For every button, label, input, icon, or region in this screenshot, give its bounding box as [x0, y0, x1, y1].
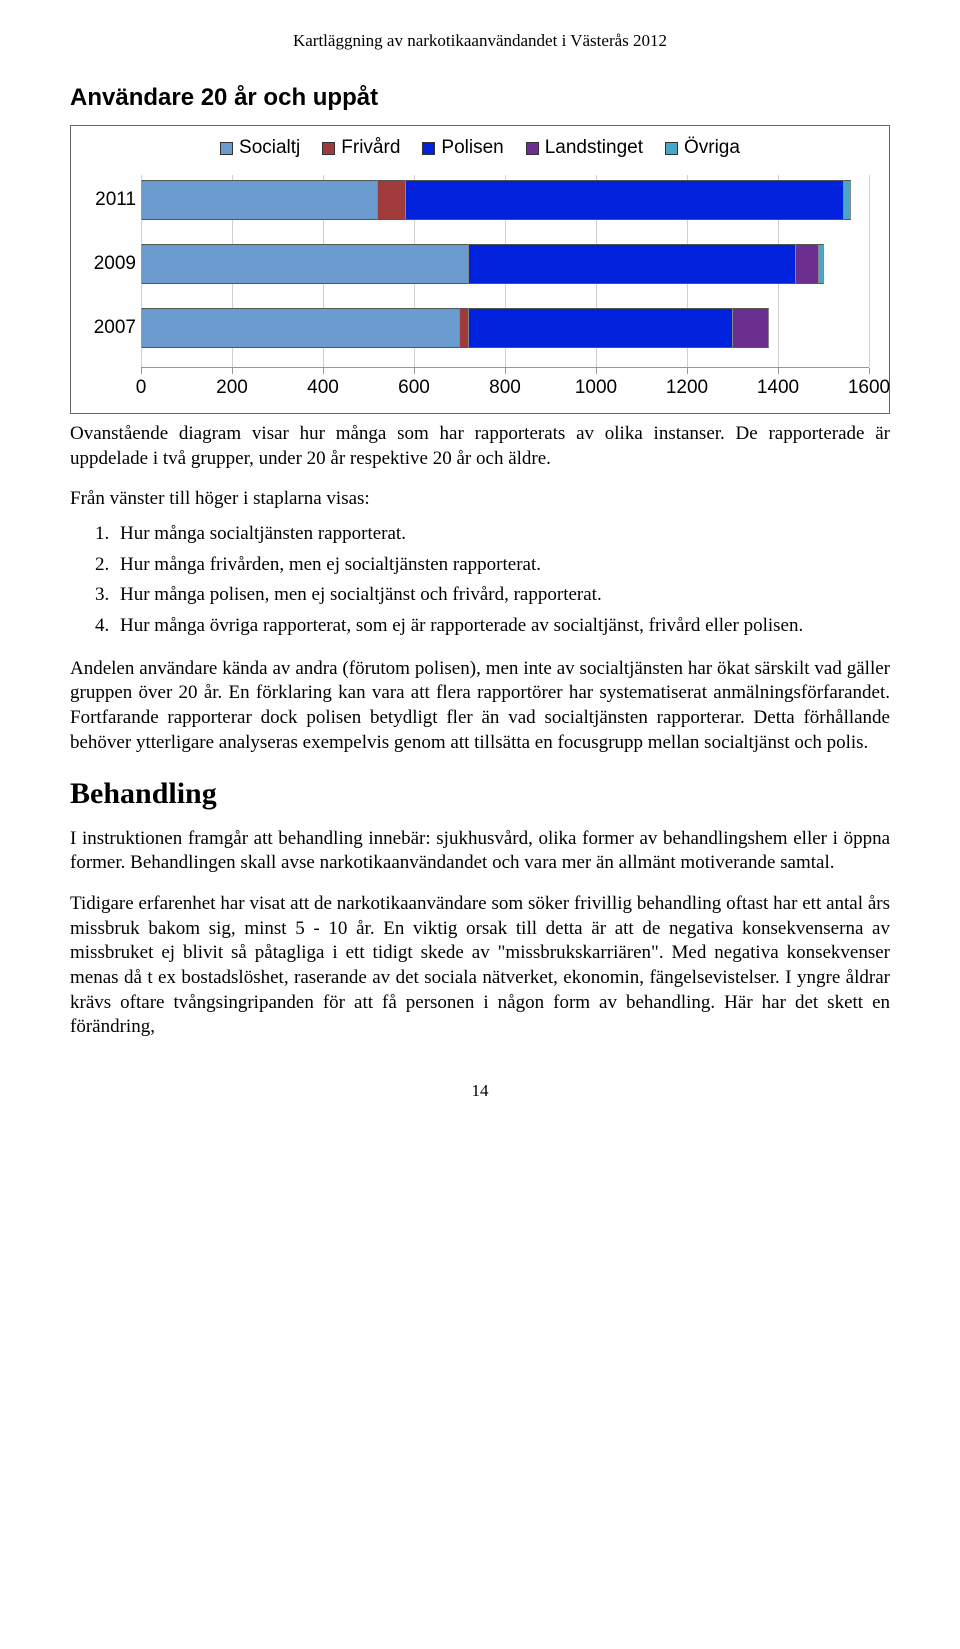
legend-swatch [665, 142, 678, 155]
bar-segment [733, 308, 769, 348]
legend-swatch [422, 142, 435, 155]
x-tick [505, 368, 506, 374]
y-axis-label: 2007 [81, 316, 136, 341]
legend-item: Frivård [322, 136, 400, 161]
bar-segment [142, 180, 378, 220]
list-intro: Från vänster till höger i staplarna visa… [70, 487, 890, 512]
body-paragraph: I instruktionen framgår att behandling i… [70, 827, 890, 876]
bar-segment [819, 244, 824, 284]
numbered-list: Hur många socialtjänsten rapporterat. Hur… [114, 522, 890, 639]
bar-segment [469, 308, 733, 348]
chart-caption: Ovanstående diagram visar hur många som … [70, 422, 890, 471]
bar-track [141, 180, 869, 220]
x-tick-label: 1400 [757, 376, 799, 401]
x-tick [414, 368, 415, 374]
x-tick [596, 368, 597, 374]
body-paragraph: Tidigare erfarenhet har visat att de nar… [70, 892, 890, 1040]
chart-frame: SocialtjFrivårdPolisenLandstingetÖvriga … [70, 125, 890, 414]
list-item: Hur många socialtjänsten rapporterat. [114, 522, 890, 547]
legend-swatch [526, 142, 539, 155]
x-tick-label: 1000 [575, 376, 617, 401]
y-axis-label: 2009 [81, 252, 136, 277]
x-tick-label: 800 [489, 376, 521, 401]
x-tick-label: 1600 [848, 376, 890, 401]
page-number: 14 [70, 1080, 890, 1102]
x-tick-label: 200 [216, 376, 248, 401]
bar-track [141, 308, 869, 348]
legend-swatch [322, 142, 335, 155]
bar-segment [844, 180, 851, 220]
chart-row: 2009 [141, 239, 869, 289]
legend-swatch [220, 142, 233, 155]
legend-label: Polisen [441, 136, 503, 161]
x-tick-label: 1200 [666, 376, 708, 401]
gridline [869, 175, 870, 367]
legend-item: Övriga [665, 136, 740, 161]
bar-segment [378, 180, 405, 220]
x-tick [687, 368, 688, 374]
bar-segment [469, 244, 796, 284]
x-tick [323, 368, 324, 374]
chart-row: 2011 [141, 175, 869, 225]
chart-title: Användare 20 år och uppåt [70, 82, 890, 113]
legend-item: Polisen [422, 136, 503, 161]
bar-segment [142, 308, 460, 348]
chart-container: Användare 20 år och uppåt Socialtj Frivår… [70, 82, 890, 414]
page-header-title: Kartläggning av narkotikaanvändandet i V… [70, 30, 890, 52]
bar-segment [142, 244, 469, 284]
section-heading: Behandling [70, 774, 890, 813]
legend-item: Landstinget [526, 136, 643, 161]
x-tick-label: 0 [136, 376, 147, 401]
x-tick [778, 368, 779, 374]
legend-item: Socialtj [220, 136, 300, 161]
x-tick-label: 400 [307, 376, 339, 401]
legend-label: Frivård [341, 136, 400, 161]
x-tick [232, 368, 233, 374]
body-paragraph: Andelen användare kända av andra (föruto… [70, 657, 890, 756]
legend-label: Övriga [684, 136, 740, 161]
x-tick [869, 368, 870, 374]
chart-x-axis: 02004006008001000120014001600 [141, 367, 869, 407]
x-tick-label: 600 [398, 376, 430, 401]
list-item: Hur många frivården, men ej socialtjänst… [114, 553, 890, 578]
x-tick [141, 368, 142, 374]
bar-segment [406, 180, 844, 220]
bar-segment [460, 308, 469, 348]
bar-segment [796, 244, 819, 284]
legend-label: Socialtj [239, 136, 300, 161]
list-item: Hur många övriga rapporterat, som ej är … [114, 614, 890, 639]
chart-plot-area: 2011 2009 2007 [141, 175, 869, 353]
legend-label: Landstinget [545, 136, 643, 161]
chart-row: 2007 [141, 303, 869, 353]
list-item: Hur många polisen, men ej socialtjänst o… [114, 583, 890, 608]
y-axis-label: 2011 [81, 188, 136, 213]
bar-track [141, 244, 869, 284]
chart-legend: Socialtj Frivård Polisen Landstinget Övriga [81, 136, 879, 161]
